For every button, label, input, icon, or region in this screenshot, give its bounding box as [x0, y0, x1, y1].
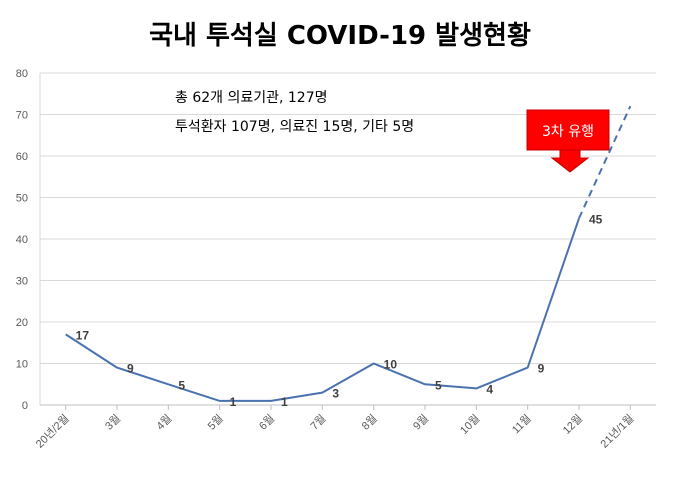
x-tick-label: 10월 [457, 412, 482, 437]
x-tick-label: 21년/1월 [598, 412, 637, 451]
y-tick-label: 60 [16, 151, 28, 163]
data-label: 3 [332, 387, 339, 401]
callout-arrow [550, 149, 590, 173]
series-lines [65, 105, 632, 402]
gridlines [39, 72, 656, 406]
chart-title: 국내 투석실 COVID-19 발생현황 [149, 21, 531, 51]
y-tick-label: 70 [16, 110, 28, 122]
annotation-total: 총 62개 의료기관, 127명 [175, 90, 328, 106]
y-tick-label: 30 [16, 276, 28, 288]
callout-box [526, 109, 610, 151]
data-label: 9 [127, 362, 134, 376]
annotation-breakdown: 투석환자 107명, 의료진 15명, 기타 5명 [175, 119, 414, 135]
x-tick-label: 5월 [205, 412, 226, 433]
data-label: 5 [178, 378, 185, 392]
x-tick-label: 3월 [102, 412, 123, 433]
data-label: 4 [486, 382, 493, 396]
data-label: 1 [281, 395, 288, 409]
data-label: 5 [435, 378, 442, 392]
data-label: 10 [384, 358, 398, 372]
callout-text: 3차 유행 [542, 124, 594, 140]
x-tick-label: 9월 [410, 412, 431, 433]
data-label: 1 [230, 395, 237, 409]
y-tick-label: 20 [16, 317, 28, 329]
y-tick-label: 10 [16, 359, 28, 371]
y-axis-ticks: 0 10 20 30 40 50 60 70 80 [16, 68, 28, 412]
callout-3rd-wave: 3차 유행 [526, 109, 610, 173]
x-tick-label: 6월 [256, 412, 277, 433]
x-tick-label: 4월 [154, 412, 175, 433]
projection-line [578, 105, 632, 219]
x-tick-label: 12월 [560, 412, 585, 437]
y-tick-label: 50 [16, 193, 28, 205]
x-tick-label: 8월 [359, 412, 380, 433]
data-label: 9 [538, 362, 545, 376]
data-label: 45 [589, 212, 603, 226]
data-labels: 17 9 5 1 1 3 10 5 4 9 45 [76, 212, 603, 409]
data-label: 17 [76, 328, 90, 342]
series-line [65, 217, 580, 402]
y-tick-label: 40 [16, 234, 28, 246]
y-tick-label: 0 [22, 400, 28, 412]
y-tick-label: 80 [16, 68, 28, 80]
x-tick-label: 7월 [308, 412, 329, 433]
x-tick-label: 20년/2월 [33, 412, 72, 451]
x-axis-ticks: 20년/2월 3월 4월 5월 6월 7월 8월 9월 10월 11월 12월 21년/1월 [33, 405, 636, 451]
x-tick-label: 11월 [509, 412, 533, 436]
